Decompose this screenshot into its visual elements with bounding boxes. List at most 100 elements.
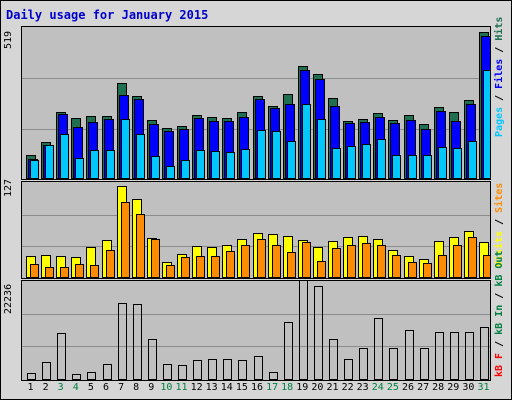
- x-tick-label: 14: [220, 382, 233, 393]
- bar-sites: [407, 262, 417, 278]
- x-tick-label: 26: [401, 382, 415, 393]
- bar-pages: [467, 141, 477, 179]
- bar-kb-f: [253, 356, 263, 380]
- bar-kb-f: [87, 372, 97, 380]
- x-tick-label: 15: [235, 382, 248, 393]
- bar-kb-f: [162, 364, 172, 380]
- x-tick-label: 11: [175, 382, 188, 393]
- ymax-label-hits: 519: [3, 30, 14, 49]
- bar-pages: [30, 160, 39, 179]
- bar-pages: [301, 104, 311, 179]
- bar-sites: [437, 255, 447, 278]
- x-tick-label: 4: [72, 382, 79, 393]
- bar-kb-f: [147, 339, 157, 380]
- bar-sites: [120, 202, 130, 278]
- bar-sites: [60, 267, 70, 278]
- bar-kb-f: [298, 281, 308, 380]
- bar-sites: [211, 256, 221, 278]
- x-tick-label: 16: [250, 382, 264, 393]
- x-tick-label: 13: [205, 382, 218, 393]
- bar-kb-f: [419, 348, 429, 380]
- bar-sites: [45, 267, 55, 278]
- bar-kb-f: [374, 318, 384, 380]
- kbytes-panel: [21, 280, 491, 381]
- bar-pages: [377, 139, 387, 179]
- bar-kb-f: [132, 304, 142, 380]
- bar-pages: [181, 160, 190, 179]
- bar-kb-f: [283, 322, 293, 380]
- bar-pages: [256, 130, 266, 179]
- bar-pages: [165, 166, 175, 179]
- bar-pages: [347, 146, 357, 179]
- ymax-label-visits: 127: [3, 178, 14, 197]
- gridline: [22, 78, 490, 79]
- bar-sites: [105, 250, 115, 278]
- x-tick-label: 9: [148, 382, 155, 393]
- legend-separator: /: [494, 286, 505, 305]
- bar-kb-f: [208, 359, 218, 380]
- bar-kb-f: [238, 360, 248, 380]
- bar-pages: [316, 119, 326, 179]
- bar-sites: [75, 264, 85, 278]
- x-tick-label: 2: [42, 382, 49, 393]
- x-tick-label: 12: [190, 382, 203, 393]
- bar-kb-f: [359, 348, 369, 380]
- bar-sites: [181, 257, 190, 278]
- bar-pages: [452, 148, 462, 179]
- x-tick-label: 29: [447, 382, 460, 393]
- x-tick-label: 6: [102, 382, 110, 393]
- bar-pages: [392, 155, 402, 179]
- bar-sites: [362, 243, 372, 278]
- legend-kbytes: kB F / kB In / kB Out: [494, 251, 505, 377]
- bar-sites: [241, 245, 251, 278]
- bar-sites: [90, 265, 100, 278]
- bar-sites: [483, 255, 490, 278]
- bar-pages: [196, 150, 206, 179]
- bar-sites: [150, 239, 160, 278]
- bar-kb-f: [27, 373, 36, 380]
- bar-kb-f: [57, 333, 67, 380]
- x-axis-labels: 1 2 3 4 5 6 7 8 9 10 11 12 13 14 15 16 17 18 19 20 21 22 23 24 2…: [21, 382, 489, 396]
- bar-pages: [437, 147, 447, 179]
- bar-sites: [452, 245, 462, 278]
- gridline: [22, 314, 490, 315]
- bar-pages: [362, 144, 372, 179]
- x-tick-label: 10: [160, 382, 173, 393]
- x-tick-label: 27: [417, 382, 430, 393]
- legend-separator: /: [494, 334, 505, 353]
- bar-kb-f: [117, 303, 127, 380]
- bar-sites: [271, 245, 281, 278]
- bar-pages: [90, 150, 100, 179]
- bar-sites: [347, 245, 357, 278]
- bar-kb-f: [72, 374, 82, 380]
- bar-sites: [196, 256, 206, 278]
- legend-separator: /: [494, 40, 505, 59]
- legend-entry: kB F: [494, 352, 505, 377]
- legend-entry: Pages: [494, 106, 505, 137]
- bar-sites: [422, 263, 432, 278]
- legend-separator: /: [494, 88, 505, 107]
- bar-sites: [30, 264, 39, 278]
- x-tick-label: 20: [311, 382, 324, 393]
- bar-pages: [150, 156, 160, 179]
- x-tick-label: 19: [296, 382, 309, 393]
- bar-pages: [271, 131, 281, 179]
- x-tick-label: 24: [371, 382, 384, 393]
- bar-kb-f: [434, 332, 444, 380]
- bar-pages: [211, 151, 221, 179]
- x-tick-label: 28: [432, 382, 445, 393]
- bar-sites: [226, 251, 236, 278]
- bar-kb-f: [42, 362, 52, 380]
- bar-kb-f: [329, 339, 338, 380]
- x-tick-label: 18: [281, 382, 294, 393]
- bar-kb-f: [404, 330, 414, 380]
- bar-kb-f: [193, 360, 203, 380]
- x-tick-label: 31: [477, 382, 490, 393]
- chart-title: Daily usage for January 2015: [6, 8, 209, 22]
- bar-pages: [75, 158, 85, 179]
- bar-pages: [407, 155, 417, 179]
- bar-sites: [467, 237, 477, 278]
- legend-hits-files-pages: Pages / Files / Hits: [494, 17, 505, 137]
- bar-sites: [316, 261, 326, 278]
